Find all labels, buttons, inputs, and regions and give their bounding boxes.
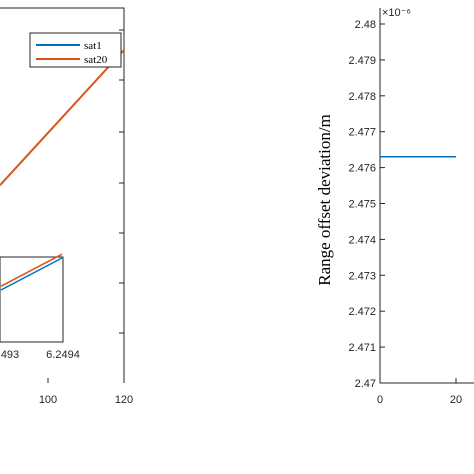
right-y-axis-label: Range offset deviation/m <box>315 114 334 286</box>
left-series-line-sat20 <box>0 49 125 186</box>
right-y-tick-label-10: 2.48 <box>355 19 376 31</box>
right-y-tick-label-1: 2.471 <box>348 342 376 354</box>
right-y-tick-label-3: 2.473 <box>348 270 376 282</box>
left-axes-frame <box>0 7 125 383</box>
inset-x-tick-label-1: 6.2494 <box>46 349 80 361</box>
inset-plot: 493 6.2494 <box>0 253 80 361</box>
left-x-tick-label-0: 100 <box>39 394 57 406</box>
inset-series-line-sat20 <box>0 253 63 287</box>
right-y-tick-label-7: 2.477 <box>348 127 376 139</box>
right-y-tick-label-8: 2.478 <box>348 91 376 103</box>
legend: sat1 sat20 <box>29 32 122 68</box>
right-y-tick-label-2: 2.472 <box>348 306 376 318</box>
legend-label-sat1: sat1 <box>84 40 102 52</box>
legend-label-sat20: sat20 <box>84 54 108 66</box>
inset-frame <box>0 256 64 343</box>
right-y-tick-label-0: 2.47 <box>355 378 376 390</box>
left-x-ticks: 100 120 <box>39 378 133 406</box>
inset-x-tick-label-0: 493 <box>1 349 19 361</box>
inset-series-line-sat1 <box>0 257 63 291</box>
inset-x-ticks: 493 6.2494 <box>1 349 80 361</box>
right-y-tick-label-4: 2.474 <box>348 234 376 246</box>
right-y-tick-label-9: 2.479 <box>348 55 376 67</box>
right-x-ticks: 0 20 <box>377 378 462 406</box>
left-x-tick-label-1: 120 <box>115 394 133 406</box>
right-chart: 2.47 2.471 2.472 2.473 2.474 2.475 2.476 2.477 2… <box>315 7 474 406</box>
legend-box <box>29 32 122 68</box>
right-y-exponent: ×10⁻⁶ <box>382 7 411 19</box>
right-y-tick-label-5: 2.475 <box>348 199 376 211</box>
right-y-ticks: 2.47 2.471 2.472 2.473 2.474 2.475 2.476 2.477 2… <box>348 19 385 390</box>
right-x-tick-label-1: 20 <box>450 394 462 406</box>
right-axes-frame <box>379 8 474 384</box>
left-series <box>0 49 125 186</box>
left-right-ticks <box>119 29 124 334</box>
inset-series <box>0 253 63 291</box>
right-y-tick-label-6: 2.476 <box>348 163 376 175</box>
left-chart: 100 120 493 6.2494 sat1 sat20 <box>0 7 133 406</box>
right-x-tick-label-0: 0 <box>377 394 383 406</box>
